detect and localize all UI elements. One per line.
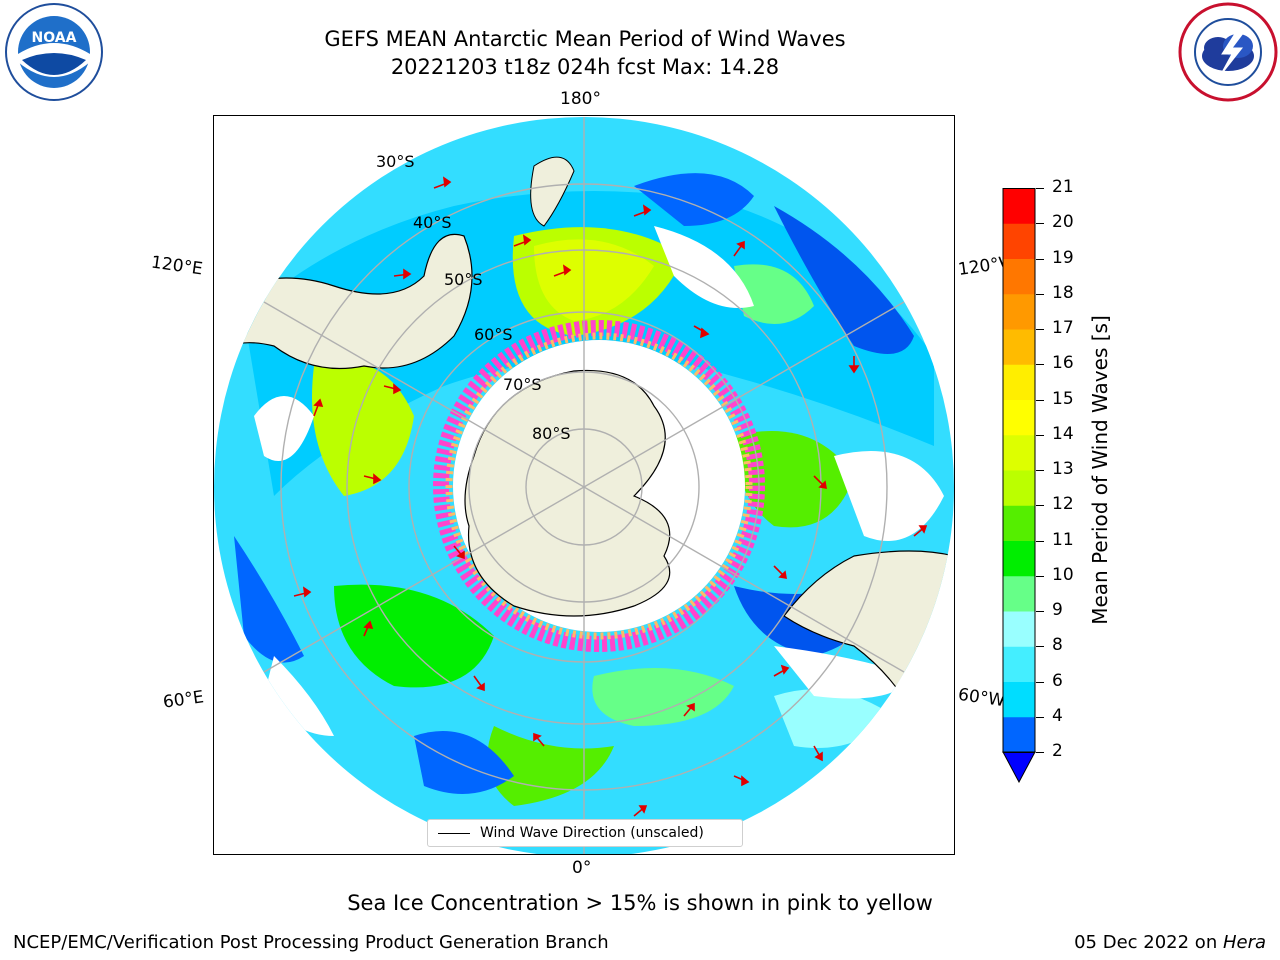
sea-ice-inner [445,332,753,640]
colorbar-tick-label: 9 [1052,600,1063,620]
colorbar-tick-mark [1036,293,1044,295]
colorbar-tick-label: 10 [1052,564,1074,585]
latitude-label-30s: 30°S [376,152,415,171]
polar-map [214,117,954,854]
colorbar-tick-label: 20 [1052,212,1074,233]
colorbar-tick-mark [1036,329,1044,330]
noaa-logo-text: NOAA [32,30,77,46]
longitude-label-60e: 60°E [161,687,206,713]
colorbar-tick-label: 18 [1052,282,1074,303]
colorbar-bin [1003,258,1035,295]
legend-line-swatch [438,832,470,834]
colorbar-bin [1003,434,1035,471]
latitude-label-80s: 80°S [532,424,571,443]
colorbar-bin [1003,329,1035,365]
latitude-label-50s: 50°S [444,270,483,289]
colorbar-bin [1003,223,1035,259]
colorbar-tick-label: 17 [1052,318,1074,338]
colorbar-frame [1002,188,1036,753]
colorbar-tick-label: 14 [1052,423,1074,444]
latitude-label-60s: 60°S [474,325,513,344]
wind-wave-arrows [293,176,928,817]
colorbar-tick-mark [1036,223,1044,225]
colorbar-tick-label: 21 [1052,177,1074,197]
colorbar-tick-mark [1036,681,1044,683]
colorbar-tick-mark [1036,258,1044,260]
colorbar-tick-label: 13 [1052,459,1074,479]
colorbar-tick-label: 12 [1052,494,1074,515]
colorbar-bin [1003,505,1035,541]
longitude-label-60w: 60°W [956,684,1007,712]
footer-date-text: 05 Dec 2022 on [1074,932,1223,953]
colorbar-tick-mark [1036,434,1044,436]
colorbar-tick-label: 6 [1052,670,1063,691]
longitude-label-180: 180° [560,89,601,109]
colorbar-bin [1003,470,1035,506]
sea-ice-note: Sea Ice Concentration > 15% is shown in … [347,891,933,915]
colorbar-tick-mark [1036,575,1044,577]
colorbar-tick-mark [1036,399,1044,401]
footer-date: 05 Dec 2022 on Hera [1074,932,1266,953]
colorbar-tick-label: 19 [1052,247,1074,268]
map-plot-area [213,115,955,855]
colorbar-bin [1003,646,1035,682]
colorbar-bin [1003,611,1035,647]
colorbar-tick-label: 8 [1052,635,1063,656]
latitude-label-70s: 70°S [503,375,542,394]
colorbar-bin [1003,575,1035,612]
footer-host: Hera [1222,932,1266,953]
colorbar-bin [1003,399,1035,436]
colorbar-tick-mark [1036,540,1044,542]
colorbar-label: Mean Period of Wind Waves [s] [1088,315,1112,625]
longitude-label-120e: 120°E [149,252,204,280]
colorbar-tick-mark [1036,188,1044,189]
colorbar-tick-label: 11 [1052,529,1074,550]
africa-land [214,715,295,854]
colorbar [1002,188,1036,783]
colorbar-tick-mark [1036,752,1044,753]
colorbar-bin [1003,716,1035,753]
chart-subtitle: 20221203 t18z 024h fcst Max: 14.28 [390,55,780,79]
colorbar-tick-mark [1036,364,1044,366]
colorbar-tick-mark [1036,505,1044,507]
noaa-logo-icon: NOAA [5,3,103,101]
chart-title: GEFS MEAN Antarctic Mean Period of Wind … [324,27,846,51]
colorbar-under-triangle [1002,751,1036,783]
new-zealand-land [530,156,575,227]
sea-ice-ring [433,320,765,652]
legend-label: Wind Wave Direction (unscaled) [480,825,704,841]
colorbar-tick-label: 16 [1052,353,1074,374]
colorbar-tick-mark [1036,646,1044,648]
nws-logo-icon [1178,2,1278,102]
footer-credit: NCEP/EMC/Verification Post Processing Pr… [13,932,609,953]
latitude-label-40s: 40°S [413,213,452,232]
colorbar-bin [1003,293,1035,330]
map-legend: Wind Wave Direction (unscaled) [427,819,743,847]
colorbar-bin [1003,681,1035,718]
colorbar-bin [1003,188,1035,224]
longitude-label-0: 0° [572,858,592,878]
colorbar-tick-label: 4 [1052,705,1063,726]
colorbar-tick-mark [1036,716,1044,718]
australia-land [214,233,473,370]
colorbar-bin [1003,540,1035,577]
colorbar-tick-label: 2 [1052,741,1063,761]
colorbar-tick-mark [1036,470,1044,471]
colorbar-tick-mark [1036,611,1044,612]
colorbar-tick-label: 15 [1052,388,1074,409]
colorbar-bin [1003,364,1035,400]
